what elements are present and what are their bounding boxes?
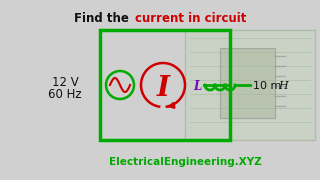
Text: I: I [156,75,170,102]
Bar [220,48,275,118]
Text: L: L [193,80,201,93]
Circle shape [106,71,134,99]
Text: 10 m: 10 m [253,81,281,91]
Text: 12 V: 12 V [52,75,78,89]
Text: ElectricalEngineering.XYZ: ElectricalEngineering.XYZ [108,157,261,167]
Text: Find the: Find the [74,12,133,24]
Text: H: H [278,81,288,91]
Text: current in circuit: current in circuit [135,12,246,24]
Bar [185,30,315,140]
Bar [100,30,230,140]
Text: 60 Hz: 60 Hz [48,87,82,100]
